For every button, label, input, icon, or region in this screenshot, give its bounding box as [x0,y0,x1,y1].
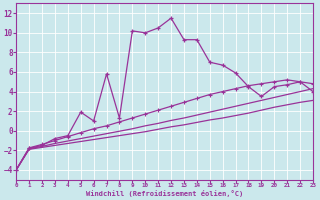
X-axis label: Windchill (Refroidissement éolien,°C): Windchill (Refroidissement éolien,°C) [86,190,243,197]
